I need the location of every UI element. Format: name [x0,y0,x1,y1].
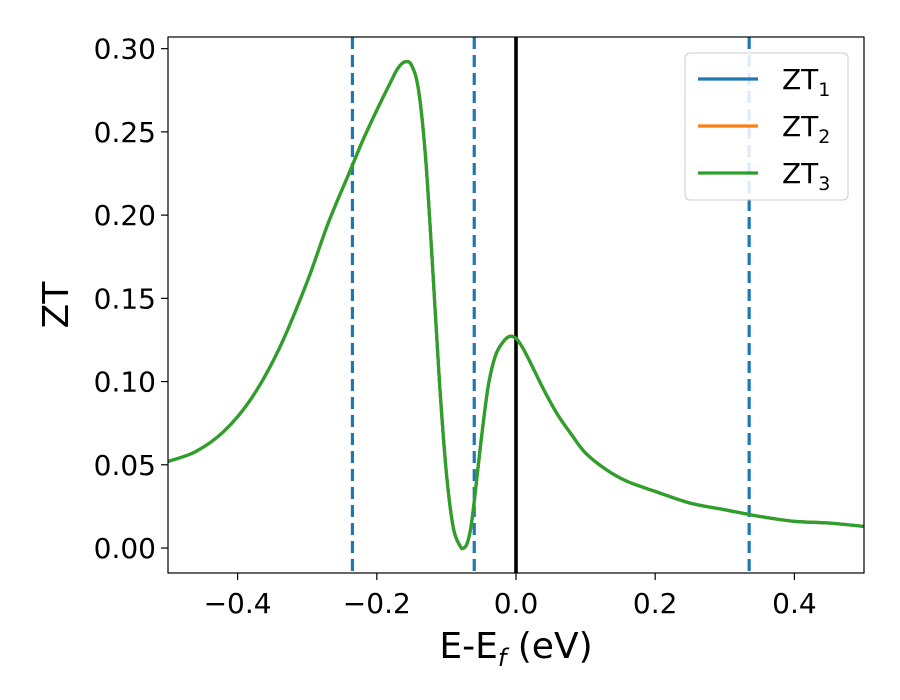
y-axis-label: ZT [36,281,77,329]
y-tick-label: 0.15 [94,282,156,315]
legend-frame [684,52,849,201]
legend-label-zt3: ZT3 [782,157,830,195]
legend-label-zt2: ZT2 [782,110,830,148]
series-lines [168,59,864,551]
y-tick-label: 0.30 [94,33,156,66]
y-axis-ticks: 0.00 0.05 0.10 0.15 0.20 0.25 0.30 [94,33,168,565]
series-line-zt3 [168,59,864,551]
x-tick-label: 0.0 [494,587,539,620]
y-tick-label: 0.10 [94,366,156,399]
x-axis-label: E-Ef (eV) [439,626,592,672]
reference-lines [350,37,751,573]
y-tick-label: 0.25 [94,116,156,149]
x-axis-ticks: −0.4 −0.2 0.0 0.2 0.4 [204,573,817,620]
y-tick-label: 0.20 [94,199,156,232]
x-tick-label: 0.2 [633,587,678,620]
x-tick-label: 0.4 [772,587,817,620]
y-tick-label: 0.00 [94,532,156,565]
x-tick-label: −0.4 [204,587,272,620]
legend-label-zt1: ZT1 [782,63,830,101]
legend: ZT1 ZT2 ZT3 [684,52,849,201]
x-tick-label: −0.2 [343,587,411,620]
y-tick-label: 0.05 [94,449,156,482]
